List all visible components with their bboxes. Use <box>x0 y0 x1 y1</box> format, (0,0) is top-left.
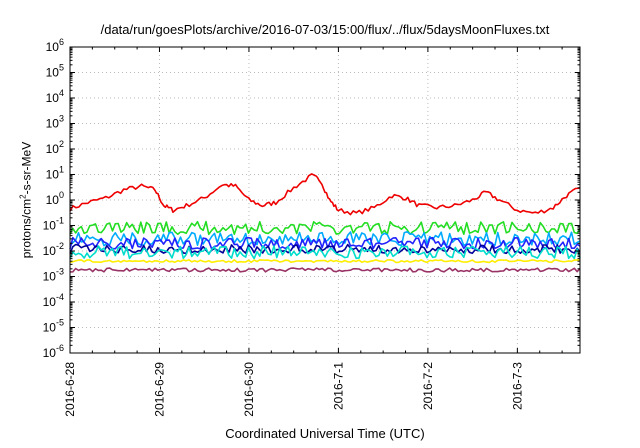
series-line <box>69 259 581 264</box>
series-line <box>69 173 581 216</box>
y-tick-label: 10-6 <box>43 343 64 360</box>
series-line <box>69 231 581 247</box>
x-tick-label: 2016-7-1 <box>331 362 345 410</box>
y-tick-label: 10-1 <box>43 216 64 233</box>
x-tick-label: 2016-7-2 <box>421 362 435 410</box>
y-tick-label: 103 <box>46 114 64 131</box>
x-axis-label: Coordinated Universal Time (UTC) <box>225 426 425 441</box>
series-line <box>69 236 581 250</box>
y-tick-label: 10-4 <box>43 292 64 309</box>
x-tick-label: 2016-6-28 <box>63 362 77 417</box>
y-tick-label: 105 <box>46 63 64 80</box>
y-tick-label: 10-5 <box>43 318 64 335</box>
x-tick-label: 2016-6-29 <box>152 362 166 417</box>
y-tick-label: 10-2 <box>43 241 64 258</box>
y-tick-label: 104 <box>46 88 64 105</box>
y-tick-label: 100 <box>46 190 64 207</box>
x-tick-label: 2016-6-30 <box>242 362 256 417</box>
y-tick-label: 10-3 <box>43 267 64 284</box>
series-line <box>69 245 581 260</box>
series-line <box>69 267 581 273</box>
x-tick-label: 2016-7-3 <box>510 362 524 410</box>
y-tick-label: 106 <box>46 37 64 54</box>
y-tick-label: 102 <box>46 139 64 156</box>
chart-title: /data/run/goesPlots/archive/2016-07-03/1… <box>100 22 550 37</box>
series-line <box>69 220 581 236</box>
y-tick-label: 101 <box>46 165 64 182</box>
